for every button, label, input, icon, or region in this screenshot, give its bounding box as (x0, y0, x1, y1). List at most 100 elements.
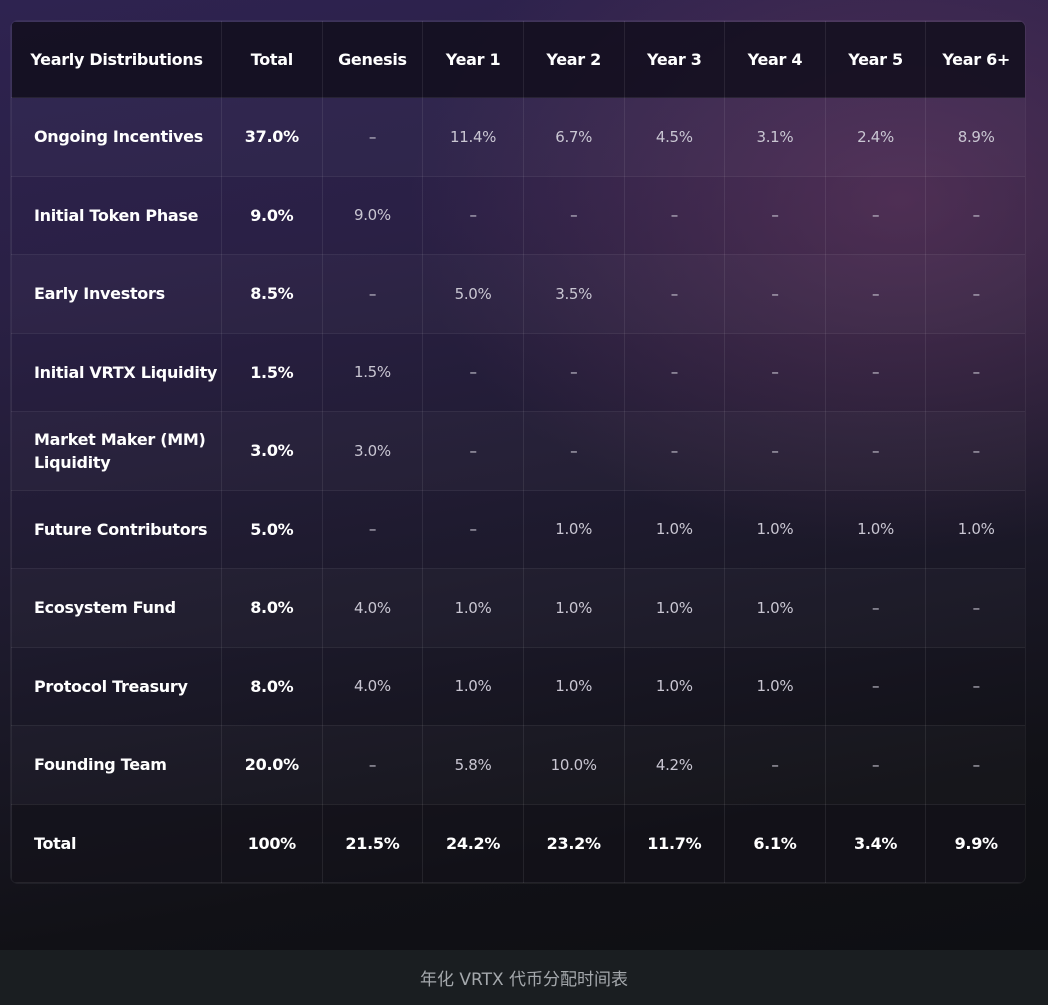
table-cell: – (422, 411, 524, 491)
table-cell: 5.0% (221, 489, 323, 569)
table-cell: 3.1% (724, 97, 826, 177)
total-row: Total 100% 21.5% 24.2% 23.2% 11.7% 6.1% 3.4% 9.9… (11, 803, 1025, 883)
table-cell: – (925, 175, 1025, 255)
table-cell: 100% (221, 803, 323, 883)
row-label: Initial Token Phase (11, 175, 222, 255)
row-label: Total (11, 803, 222, 883)
table-cell: – (824, 568, 927, 648)
table-cell: 1.0% (824, 489, 927, 569)
table-cell: – (824, 646, 927, 726)
table-cell: 3.4% (824, 803, 927, 883)
table-cell: – (422, 489, 524, 569)
row-label: Protocol Treasury (11, 646, 222, 726)
table-cell: – (321, 489, 424, 569)
table-cell: 4.5% (623, 97, 726, 177)
row-label: Ecosystem Fund (11, 568, 222, 648)
table-cell: 1.0% (623, 568, 726, 648)
table-cell: 5.8% (422, 725, 524, 805)
column-header: Year 6+ (925, 21, 1025, 98)
table-cell: 11.7% (623, 803, 726, 883)
table-cell: – (522, 175, 625, 255)
table-cell: 1.0% (925, 489, 1025, 569)
table-cell: 9.0% (221, 175, 323, 255)
table-cell: 4.0% (321, 568, 424, 648)
table-cell: 1.5% (321, 332, 424, 412)
table-cell: 1.0% (623, 646, 726, 726)
column-header: Year 4 (724, 21, 826, 98)
table-cell: 20.0% (221, 725, 323, 805)
table-cell: – (724, 411, 826, 491)
table-cell: – (724, 254, 826, 334)
distribution-table-container: Yearly Distributions Total Genesis Year 1 Ye… (10, 20, 1026, 884)
table-cell: – (724, 175, 826, 255)
table-cell: 6.1% (724, 803, 826, 883)
table-cell: 3.0% (221, 411, 323, 491)
table-cell: 9.9% (925, 803, 1025, 883)
table-cell: 1.0% (724, 646, 826, 726)
yearly-distribution-table: Yearly Distributions Total Genesis Year 1 Ye… (11, 21, 1025, 883)
table-cell: 8.9% (925, 97, 1025, 177)
table-row: Founding Team 20.0% –5.8% 10.0% 4.2% – – – (11, 725, 1025, 805)
row-label: Initial VRTX Liquidity (11, 332, 222, 412)
table-cell: – (422, 175, 524, 255)
image-caption: 年化 VRTX 代币分配时间表 (0, 950, 1048, 1005)
table-cell: 10.0% (522, 725, 625, 805)
column-header: Genesis (321, 21, 424, 98)
table-cell: – (925, 568, 1025, 648)
table-cell: – (623, 411, 726, 491)
table-cell: 8.0% (221, 568, 323, 648)
table-cell: – (422, 332, 524, 412)
row-label: Market Maker (MM) Liquidity (11, 411, 222, 491)
table-cell: 1.0% (422, 568, 524, 648)
table-cell: – (321, 254, 424, 334)
table-row: Future Contributors 5.0% – –1.0% 1.0% 1.0% 1.0… (11, 489, 1025, 569)
table-cell: 21.5% (321, 803, 424, 883)
row-label: Early Investors (11, 254, 222, 334)
column-header: Year 3 (623, 21, 726, 98)
table-row: Initial VRTX Liquidity 1.5% 1.5% – – – – – – (11, 332, 1025, 412)
table-cell: – (623, 254, 726, 334)
table-cell: – (623, 175, 726, 255)
table-cell: 8.0% (221, 646, 323, 726)
table-header-row: Yearly Distributions Total Genesis Year 1 Ye… (11, 21, 1025, 98)
table-cell: – (824, 175, 927, 255)
table-cell: – (522, 411, 625, 491)
table-cell: 1.0% (522, 489, 625, 569)
table-cell: – (925, 411, 1025, 491)
table-row: Ecosystem Fund 8.0% 4.0% 1.0% 1.0% 1.0% 1.0% – – (11, 568, 1025, 648)
table-cell: – (824, 725, 927, 805)
table-cell: 3.0% (321, 411, 424, 491)
table-cell: – (824, 332, 927, 412)
table-cell: 6.7% (522, 97, 625, 177)
table-cell: 23.2% (522, 803, 625, 883)
table-cell: 2.4% (824, 97, 927, 177)
table-cell: – (522, 332, 625, 412)
table-cell: 3.5% (522, 254, 625, 334)
table-cell: 9.0% (321, 175, 424, 255)
table-cell: 5.0% (422, 254, 524, 334)
table-cell: 1.5% (221, 332, 323, 412)
table-cell: 1.0% (422, 646, 524, 726)
table-cell: 1.0% (724, 489, 826, 569)
table-cell: 8.5% (221, 254, 323, 334)
table-cell: – (824, 254, 927, 334)
table-cell: 24.2% (422, 803, 524, 883)
table-row: Initial Token Phase 9.0% 9.0% – – – – – – (11, 175, 1025, 255)
row-label: Ongoing Incentives (11, 97, 222, 177)
table-cell: – (724, 725, 826, 805)
table-cell: 4.2% (623, 725, 726, 805)
table-row: Protocol Treasury 8.0% 4.0% 1.0% 1.0% 1.0% 1.0… (11, 646, 1025, 726)
table-cell: – (321, 97, 424, 177)
table-row: Market Maker (MM) Liquidity 3.0% 3.0% – – – – –… (11, 411, 1025, 491)
table-cell: – (925, 725, 1025, 805)
row-label: Founding Team (11, 725, 222, 805)
row-label: Future Contributors (11, 489, 222, 569)
table-cell: 1.0% (724, 568, 826, 648)
table-cell: 1.0% (522, 646, 625, 726)
table-cell: – (824, 411, 927, 491)
table-row: Early Investors 8.5% –5.0% 3.5% – – – – (11, 254, 1025, 334)
table-cell: 37.0% (221, 97, 323, 177)
table-cell: 11.4% (422, 97, 524, 177)
column-header: Year 2 (522, 21, 625, 98)
table-cell: – (623, 332, 726, 412)
